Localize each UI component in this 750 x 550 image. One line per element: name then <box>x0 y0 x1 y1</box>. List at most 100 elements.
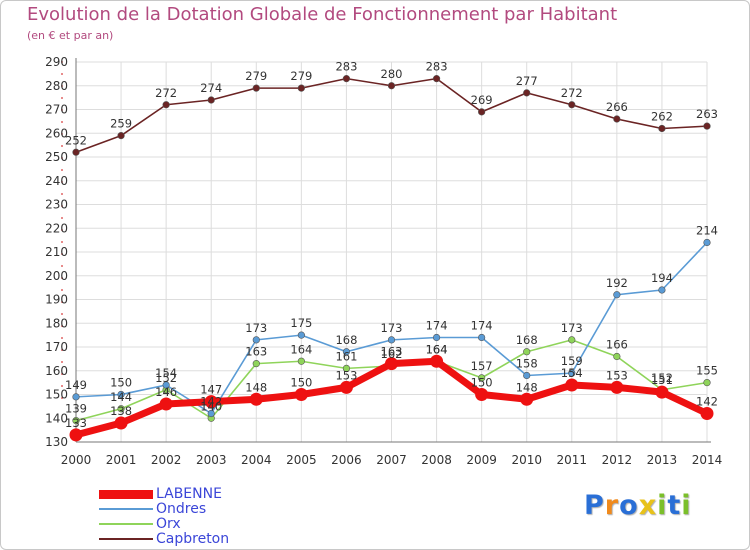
data-point-ondres <box>568 369 576 377</box>
data-point-capbreton <box>342 75 351 83</box>
logo-letter: t <box>667 490 682 521</box>
data-label-orx: 144 <box>110 390 132 404</box>
data-label-capbreton: 263 <box>696 107 718 121</box>
y-tick-label: 170 <box>45 340 68 354</box>
data-label-ondres: 175 <box>290 316 312 330</box>
data-label-ondres: 194 <box>651 271 673 285</box>
legend-item-capbreton: Capbreton <box>99 531 299 547</box>
y-tick-label: 250 <box>45 150 68 164</box>
data-point-orx <box>478 374 486 382</box>
logo-letter: i <box>657 490 668 521</box>
data-label-labenne: 153 <box>606 368 628 382</box>
y-tick-label: 260 <box>45 126 68 140</box>
data-label-capbreton: 252 <box>65 133 87 147</box>
data-label-ondres: 149 <box>65 378 87 392</box>
data-label-labenne: 142 <box>696 395 718 409</box>
axes <box>61 58 711 443</box>
data-point-capbreton <box>252 84 260 92</box>
y-tick-label: 270 <box>45 103 68 117</box>
data-point-orx <box>342 364 351 372</box>
x-tick-label: 2010 <box>511 453 542 467</box>
x-tick-label: 2006 <box>331 453 362 467</box>
legend-label-capbreton: Capbreton <box>156 531 230 547</box>
legend-label-ondres: Ondres <box>156 501 207 517</box>
y-tick-label: 290 <box>45 55 68 69</box>
data-point-labenne <box>249 392 263 406</box>
x-tick-label: 2005 <box>286 453 317 467</box>
data-labels: 252 259 272 274 279 279 283 280 283 269 277 272 266 2… <box>65 60 718 430</box>
data-point-labenne <box>520 392 534 406</box>
x-tick-label: 2011 <box>557 453 588 467</box>
y-tick-label: 280 <box>45 79 68 93</box>
data-label-ondres: 142 <box>200 395 222 409</box>
data-label-ondres: 173 <box>245 321 267 335</box>
data-label-orx: 139 <box>65 402 87 416</box>
legend-label-orx: Orx <box>156 516 181 532</box>
x-tick-labels: 2000 2001 2002 2003 2004 2005 2006 2007 2008 2009… <box>61 453 723 467</box>
data-label-capbreton: 279 <box>245 69 267 83</box>
data-point-ondres <box>432 333 441 342</box>
data-label-ondres: 159 <box>561 354 583 368</box>
data-point-ondres <box>613 291 621 299</box>
data-label-orx: 161 <box>335 349 357 363</box>
logo-letter: o <box>619 490 639 521</box>
data-label-ondres: 192 <box>606 276 628 290</box>
data-label-labenne: 146 <box>155 385 177 399</box>
data-label-orx: 163 <box>245 345 267 359</box>
data-label-labenne: 151 <box>651 373 673 387</box>
data-label-labenne: 148 <box>245 380 267 394</box>
data-point-ondres <box>387 336 396 344</box>
grid-lines <box>75 61 708 443</box>
data-label-capbreton: 272 <box>155 86 177 100</box>
data-point-labenne <box>655 385 669 399</box>
y-tick-label: 150 <box>45 388 68 402</box>
x-tick-label: 2003 <box>196 453 227 467</box>
data-point-capbreton <box>658 124 666 133</box>
data-point-labenne <box>204 395 218 409</box>
data-point-capbreton <box>568 101 576 109</box>
data-label-labenne: 164 <box>426 342 448 356</box>
data-point-labenne <box>294 388 308 401</box>
data-point-ondres <box>252 336 260 344</box>
data-label-capbreton: 277 <box>516 74 538 88</box>
data-label-ondres: 158 <box>516 357 538 371</box>
data-label-orx: 152 <box>155 371 177 385</box>
y-tick-label: 180 <box>45 316 68 330</box>
x-tick-label: 2001 <box>106 453 137 467</box>
data-point-capbreton <box>613 115 621 123</box>
data-point-capbreton <box>703 122 711 130</box>
data-label-capbreton: 283 <box>335 60 357 74</box>
data-label-labenne: 153 <box>335 368 357 382</box>
data-point-capbreton <box>297 84 305 92</box>
data-point-ondres <box>117 390 125 399</box>
data-point-orx <box>297 357 305 365</box>
x-tick-label: 2007 <box>376 453 407 467</box>
data-label-capbreton: 259 <box>110 117 132 131</box>
y-tick-label: 210 <box>45 245 68 259</box>
x-tick-label: 2014 <box>692 453 723 467</box>
data-label-orx: 164 <box>426 342 448 356</box>
data-label-ondres: 168 <box>335 333 357 347</box>
y-tick-labels: 130 140 150 160 170 180 190 200 210 220 230 240 250 2… <box>45 55 68 449</box>
data-label-ondres: 214 <box>696 224 718 238</box>
data-label-ondres: 174 <box>471 319 493 333</box>
data-point-orx <box>252 360 260 368</box>
data-label-labenne: 133 <box>65 416 87 430</box>
data-label-capbreton: 274 <box>200 81 222 95</box>
data-point-orx <box>72 417 80 425</box>
y-tick-label: 230 <box>45 198 68 212</box>
data-point-ondres <box>162 381 170 389</box>
data-point-labenne <box>69 428 83 442</box>
chart-subtitle: (en € et par an) <box>27 29 114 42</box>
x-tick-label: 2004 <box>241 453 272 467</box>
data-label-capbreton: 283 <box>426 60 448 74</box>
data-label-ondres: 173 <box>381 321 403 335</box>
data-point-ondres <box>297 331 305 339</box>
data-point-labenne <box>565 378 579 392</box>
legend-label-labenne: LABENNE <box>156 486 222 502</box>
data-label-labenne: 150 <box>471 376 493 390</box>
data-point-capbreton <box>478 108 486 116</box>
legend-item-labenne: LABENNE <box>99 486 299 502</box>
data-point-labenne <box>339 380 353 394</box>
